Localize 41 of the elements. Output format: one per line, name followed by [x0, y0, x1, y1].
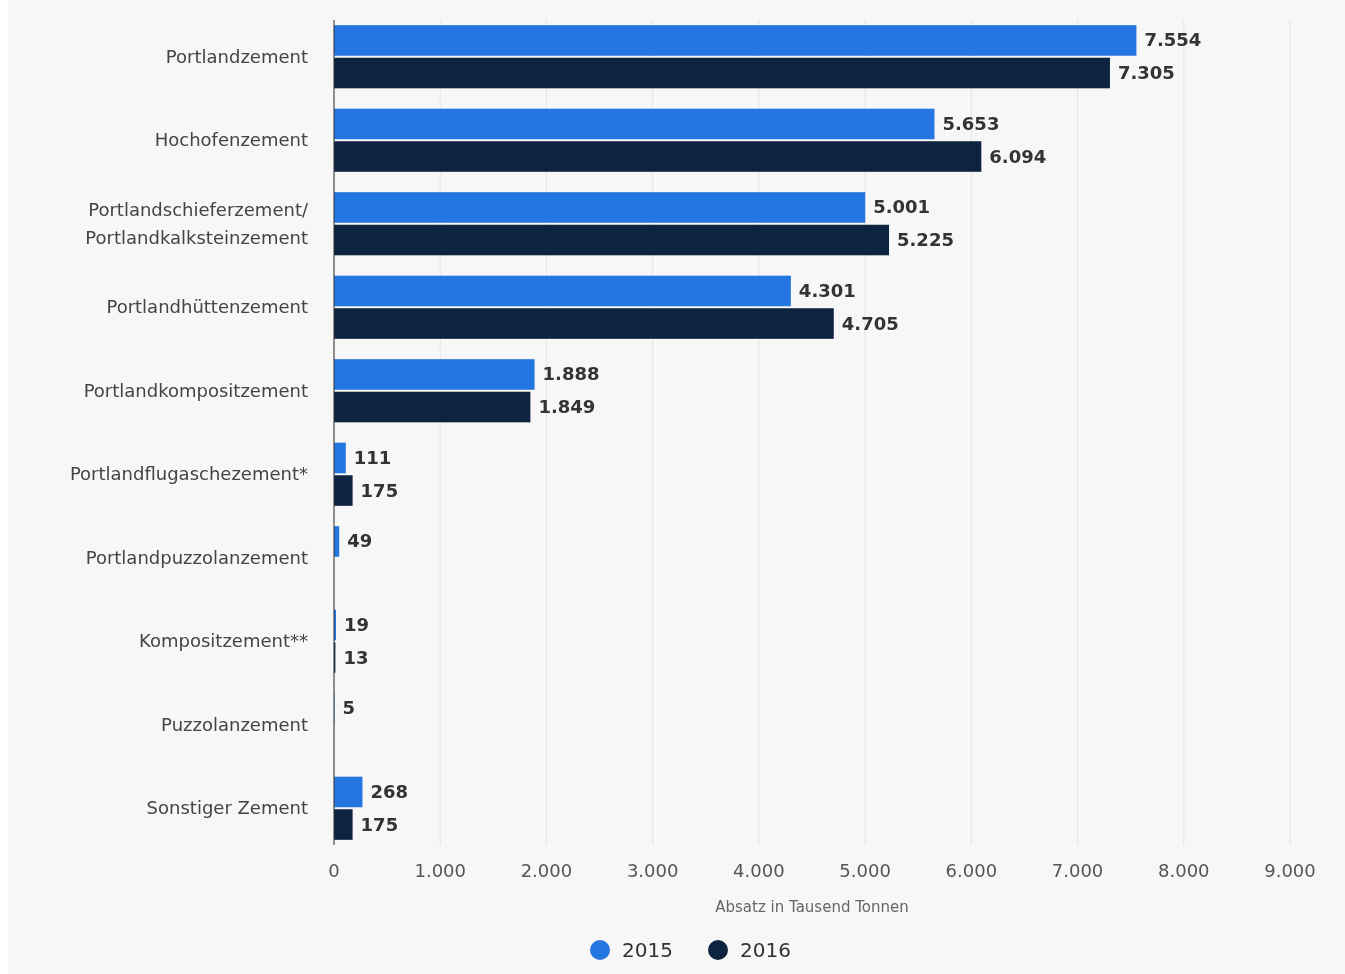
y-tick-label: Portlandflugaschezement*: [69, 463, 308, 485]
data-label: 49: [347, 530, 373, 552]
y-tick-label: Kompositzement**: [139, 630, 308, 652]
x-tick-label: 2.000: [520, 860, 573, 881]
x-tick-label: 4.000: [733, 860, 785, 881]
data-label: 7.554: [1144, 29, 1202, 51]
y-tick-label: Portlandhüttenzement: [106, 296, 308, 318]
y-tick-label: Portlandzement: [165, 45, 308, 67]
data-label: 1.888: [542, 363, 600, 385]
x-tick-label: 3.000: [626, 860, 679, 881]
data-label: 13: [343, 646, 369, 668]
legend-label: 2016: [740, 938, 791, 962]
y-tick-label: Puzzolanzement: [161, 713, 308, 735]
y-tick-label: Portlandpuzzolanzement: [85, 546, 308, 568]
data-label: 111: [353, 446, 392, 468]
data-label: 6.094: [989, 145, 1047, 167]
data-label: 268: [370, 780, 409, 802]
x-tick-label: 5.000: [839, 860, 891, 881]
data-label: 1.849: [538, 396, 596, 418]
data-label: 175: [360, 813, 399, 835]
data-label: 5.001: [873, 196, 931, 218]
data-label: 5: [342, 697, 356, 719]
data-label: 4.705: [841, 312, 899, 334]
y-tick-label: Portlandkompositzement: [83, 379, 308, 401]
x-tick-label: 9.000: [1264, 860, 1316, 881]
data-label: 175: [360, 479, 399, 501]
legend-label: 2015: [622, 938, 673, 962]
y-tick-label: Portlandschieferzement/ Portlandkalksteinzement: [85, 198, 309, 248]
y-tick-label: Sonstiger Zement: [146, 797, 308, 819]
data-label: 7.305: [1117, 62, 1175, 84]
data-label: 19: [344, 613, 370, 635]
data-label: 4.301: [798, 279, 856, 301]
x-tick-label: 0: [328, 860, 340, 881]
x-axis-title: Absatz in Tausend Tonnen: [715, 898, 909, 916]
x-tick-label: 8.000: [1158, 860, 1210, 881]
x-tick-label: 1.000: [414, 860, 466, 881]
y-tick-label: Hochofenzement: [154, 129, 308, 151]
data-label: 5.225: [897, 229, 954, 251]
x-tick-label: 7.000: [1051, 860, 1104, 881]
data-label: 5.653: [942, 112, 1000, 134]
x-tick-label: 6.000: [945, 860, 998, 881]
